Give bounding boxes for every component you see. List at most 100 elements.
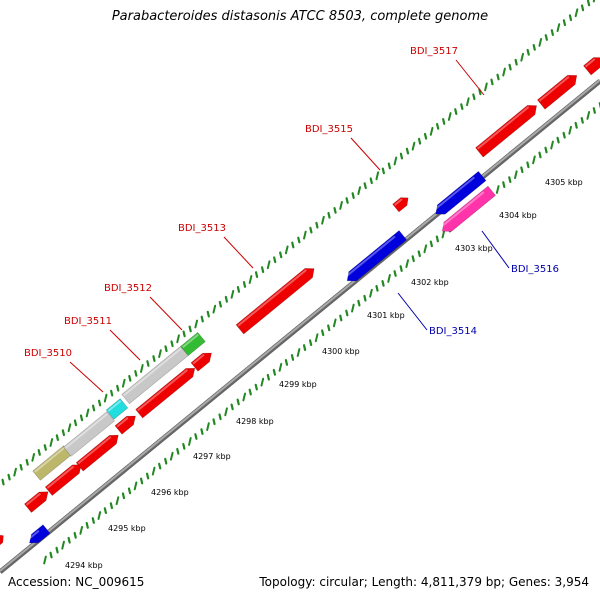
inner-tick <box>242 392 247 402</box>
outer-tick <box>478 88 482 96</box>
outer-tick <box>37 449 41 456</box>
outer-tick <box>266 260 271 270</box>
gene-bdi-3517a-shape <box>475 105 537 158</box>
gene-label-bdi-3515: BDI_3515 <box>305 124 353 135</box>
inner-tick <box>580 116 584 124</box>
inner-tick <box>296 348 301 357</box>
inner-tick <box>345 309 349 317</box>
inner-tick <box>405 259 410 269</box>
inner-tick <box>169 451 174 461</box>
gene-bdi-3516a-shape <box>435 170 487 215</box>
outer-tick <box>260 266 265 274</box>
inner-tick <box>441 229 446 239</box>
outer-tick <box>556 23 561 32</box>
inner-tick <box>278 362 283 372</box>
outer-tick <box>562 19 567 27</box>
ruler-labels: 4294 kbp 4295 kbp 4296 kbp 4297 kbp 4298 kbp… <box>65 178 583 570</box>
outer-tick <box>351 192 355 199</box>
outer-tick <box>19 463 23 471</box>
outer-tick <box>399 152 404 160</box>
summary-text: Topology: circular; Length: 4,811,379 bp… <box>259 575 589 589</box>
gene-reverse-1 <box>27 524 51 544</box>
label-leader <box>69 361 104 393</box>
outer-tick <box>43 444 47 451</box>
inner-tick <box>544 146 548 154</box>
outer-tick <box>116 384 120 392</box>
gene-bdi-3512a-shape <box>114 415 136 435</box>
label-leader <box>455 59 485 96</box>
ruler-label: 4303 kbp <box>455 244 493 253</box>
label-leader <box>149 296 183 331</box>
inner-tick <box>115 496 120 506</box>
outer-tick <box>284 245 289 255</box>
inner-tick <box>514 170 518 180</box>
outer-tick <box>442 118 446 125</box>
gene-bdi-3517c-shine <box>584 58 596 68</box>
outer-tick <box>291 241 295 249</box>
outer-tick <box>580 4 585 12</box>
outer-tick <box>170 340 174 348</box>
inner-tick <box>411 255 415 263</box>
gene-bdi-3514 <box>344 230 408 282</box>
outer-tick <box>140 364 144 373</box>
inner-tick <box>562 131 566 139</box>
inner-tick <box>532 155 536 165</box>
inner-tick <box>79 525 84 535</box>
gene-label-bdi-3514: BDI_3514 <box>429 326 477 337</box>
inner-tick <box>55 546 59 554</box>
outer-tick <box>490 78 494 86</box>
map-title: Parabacteroides distasonis ATCC 8503, co… <box>111 9 489 24</box>
inner-tick <box>97 511 102 520</box>
outer-tick <box>387 162 391 170</box>
gene-bdi-3511a-shape <box>44 464 82 496</box>
outer-tick <box>472 93 476 101</box>
inner-tick <box>574 121 578 129</box>
inner-tick <box>363 294 367 302</box>
inner-tick <box>308 339 313 347</box>
gene-labels: BDI_3510 BDI_3511 BDI_3512 BDI_3513 BDI_3515… <box>24 46 559 393</box>
feature-green-shape <box>180 331 206 357</box>
inner-tick <box>351 303 355 313</box>
outer-tick <box>411 141 416 151</box>
feature-grey-1-shape <box>63 411 115 457</box>
outer-tick <box>460 103 464 111</box>
outer-tick <box>212 304 217 314</box>
inner-tick <box>236 398 240 406</box>
outer-tick <box>345 197 349 204</box>
gene-bdi-3512a-shine <box>116 416 129 428</box>
outer-tick <box>242 281 247 288</box>
outer-tick <box>297 236 301 244</box>
feature-grey-1-shine <box>64 413 108 449</box>
outer-tick <box>103 393 108 403</box>
feature-grey-2-shine <box>123 347 182 397</box>
outer-tick <box>55 434 59 441</box>
gene-bdi-3515-shine <box>394 198 403 206</box>
gene-bdi-3517a-shine <box>476 106 530 150</box>
inner-tick <box>321 329 325 337</box>
outer-tick <box>128 374 132 382</box>
gene-bdi-3512c <box>190 352 212 372</box>
inner-tick <box>43 555 47 565</box>
outer-tick <box>25 458 29 466</box>
label-leader <box>109 329 141 361</box>
gene-label-bdi-3512: BDI_3512 <box>104 283 152 294</box>
inner-tick <box>145 472 150 480</box>
inner-tick <box>61 540 65 550</box>
gene-bdi-3517a <box>475 105 537 158</box>
inner-tick <box>417 250 421 258</box>
gene-edge <box>0 534 4 549</box>
ruler-label: 4305 kbp <box>545 178 583 187</box>
gene-bdi-3514-shine <box>344 235 396 278</box>
inner-tick <box>67 536 71 544</box>
inner-tick <box>224 407 228 417</box>
gene-bdi-3510-shine <box>25 492 42 506</box>
ruler-label: 4298 kbp <box>236 417 274 426</box>
outer-tick <box>230 289 235 299</box>
inner-tick <box>538 151 542 159</box>
inner-tick <box>314 333 319 343</box>
inner-tick <box>151 466 156 476</box>
rna-bdi-3516b <box>439 185 496 232</box>
outer-tick <box>121 378 126 388</box>
outer-tick <box>31 452 36 462</box>
